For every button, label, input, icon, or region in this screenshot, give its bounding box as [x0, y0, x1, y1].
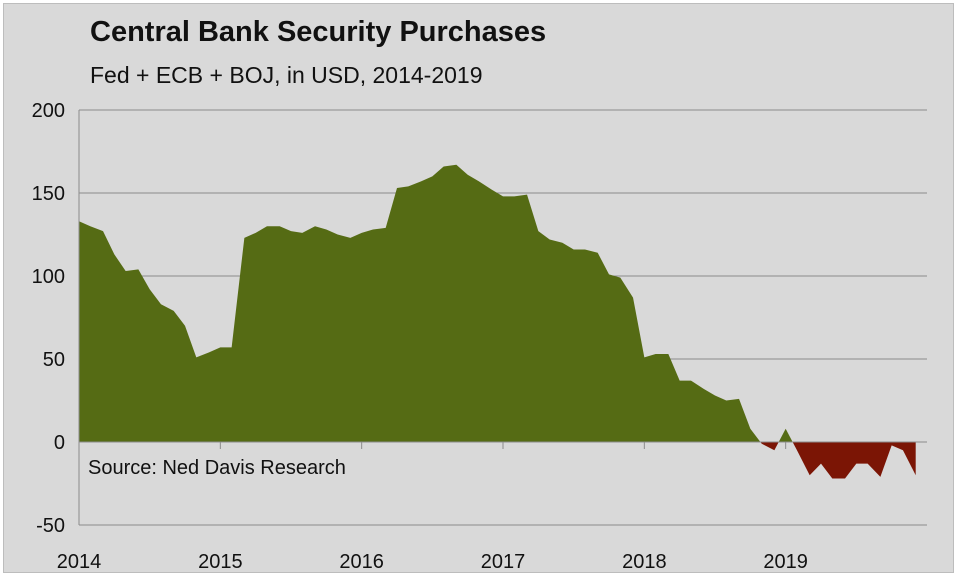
y-tick-label: -50: [36, 515, 65, 537]
y-tick-labels: -50 0 50 100 150 200: [32, 100, 65, 537]
y-tick-label: 50: [43, 349, 65, 371]
x-tick-label: 2016: [339, 551, 384, 573]
area-negative: [79, 442, 916, 479]
area-positive: [79, 164, 916, 442]
y-tick-label: 0: [54, 432, 65, 454]
area-series: [79, 164, 916, 479]
x-tick-labels: 2014 2015 2016 2017 2018 2019: [57, 551, 808, 573]
x-tick-label: 2014: [57, 551, 102, 573]
x-tick-label: 2015: [198, 551, 243, 573]
x-tick-label: 2017: [481, 551, 526, 573]
chart-subtitle: Fed + ECB + BOJ, in USD, 2014-2019: [90, 62, 483, 88]
source-annotation: Source: Ned Davis Research: [88, 457, 346, 479]
y-tick-label: 150: [32, 183, 65, 205]
axes: [78, 110, 927, 525]
x-tick-label: 2019: [763, 551, 808, 573]
x-tick-label: 2018: [622, 551, 667, 573]
y-tick-label: 100: [32, 266, 65, 288]
y-tick-label: 200: [32, 100, 65, 122]
chart-title: Central Bank Security Purchases: [90, 16, 547, 48]
